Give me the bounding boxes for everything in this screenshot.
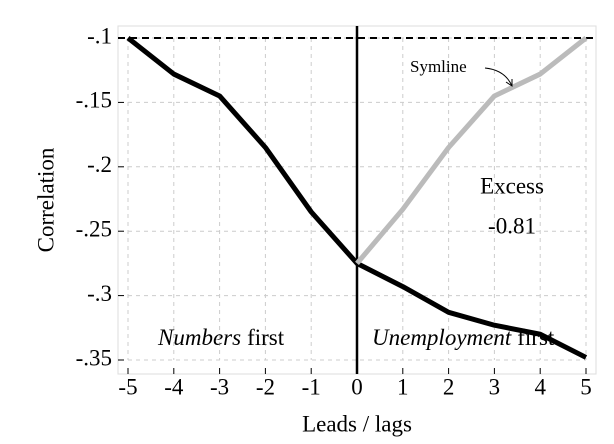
x-tick-label: -1 bbox=[302, 374, 321, 399]
y-tick-label: -.25 bbox=[76, 216, 112, 241]
x-tick-label: -5 bbox=[118, 374, 137, 399]
x-tick-label: -3 bbox=[210, 374, 229, 399]
x-tick-label: 1 bbox=[397, 374, 409, 399]
x-axis-label: Leads / lags bbox=[302, 411, 412, 436]
annotation: Excess bbox=[480, 173, 544, 198]
y-tick-label: -.15 bbox=[76, 88, 112, 113]
annotation: -0.81 bbox=[488, 213, 536, 238]
annotation: Numbers first bbox=[157, 325, 285, 350]
line-series bbox=[355, 36, 588, 266]
x-tick-label: 2 bbox=[443, 374, 455, 399]
x-tick-label: -2 bbox=[256, 374, 275, 399]
y-axis-label: Correlation bbox=[33, 147, 58, 252]
y-tick-label: -.3 bbox=[87, 281, 112, 306]
annotation: Unemployment first bbox=[372, 325, 555, 350]
annotation-arrow bbox=[484, 67, 513, 87]
x-tick-label: 0 bbox=[351, 374, 363, 399]
y-tick-label: -.1 bbox=[87, 23, 112, 48]
annotation-text: first bbox=[247, 325, 285, 350]
x-tick-label: -4 bbox=[164, 374, 184, 399]
annotation-italic: Numbers bbox=[157, 325, 241, 350]
annotation-text: first bbox=[517, 325, 555, 350]
annotation-italic: Unemployment bbox=[372, 325, 512, 350]
x-tick-label: 4 bbox=[534, 374, 546, 399]
x-tick-label: 3 bbox=[489, 374, 501, 399]
y-tick-label: -.35 bbox=[76, 345, 112, 370]
x-tick-label: 5 bbox=[580, 374, 592, 399]
annotation: Symline bbox=[410, 57, 467, 76]
y-tick-label: -.2 bbox=[87, 152, 112, 177]
